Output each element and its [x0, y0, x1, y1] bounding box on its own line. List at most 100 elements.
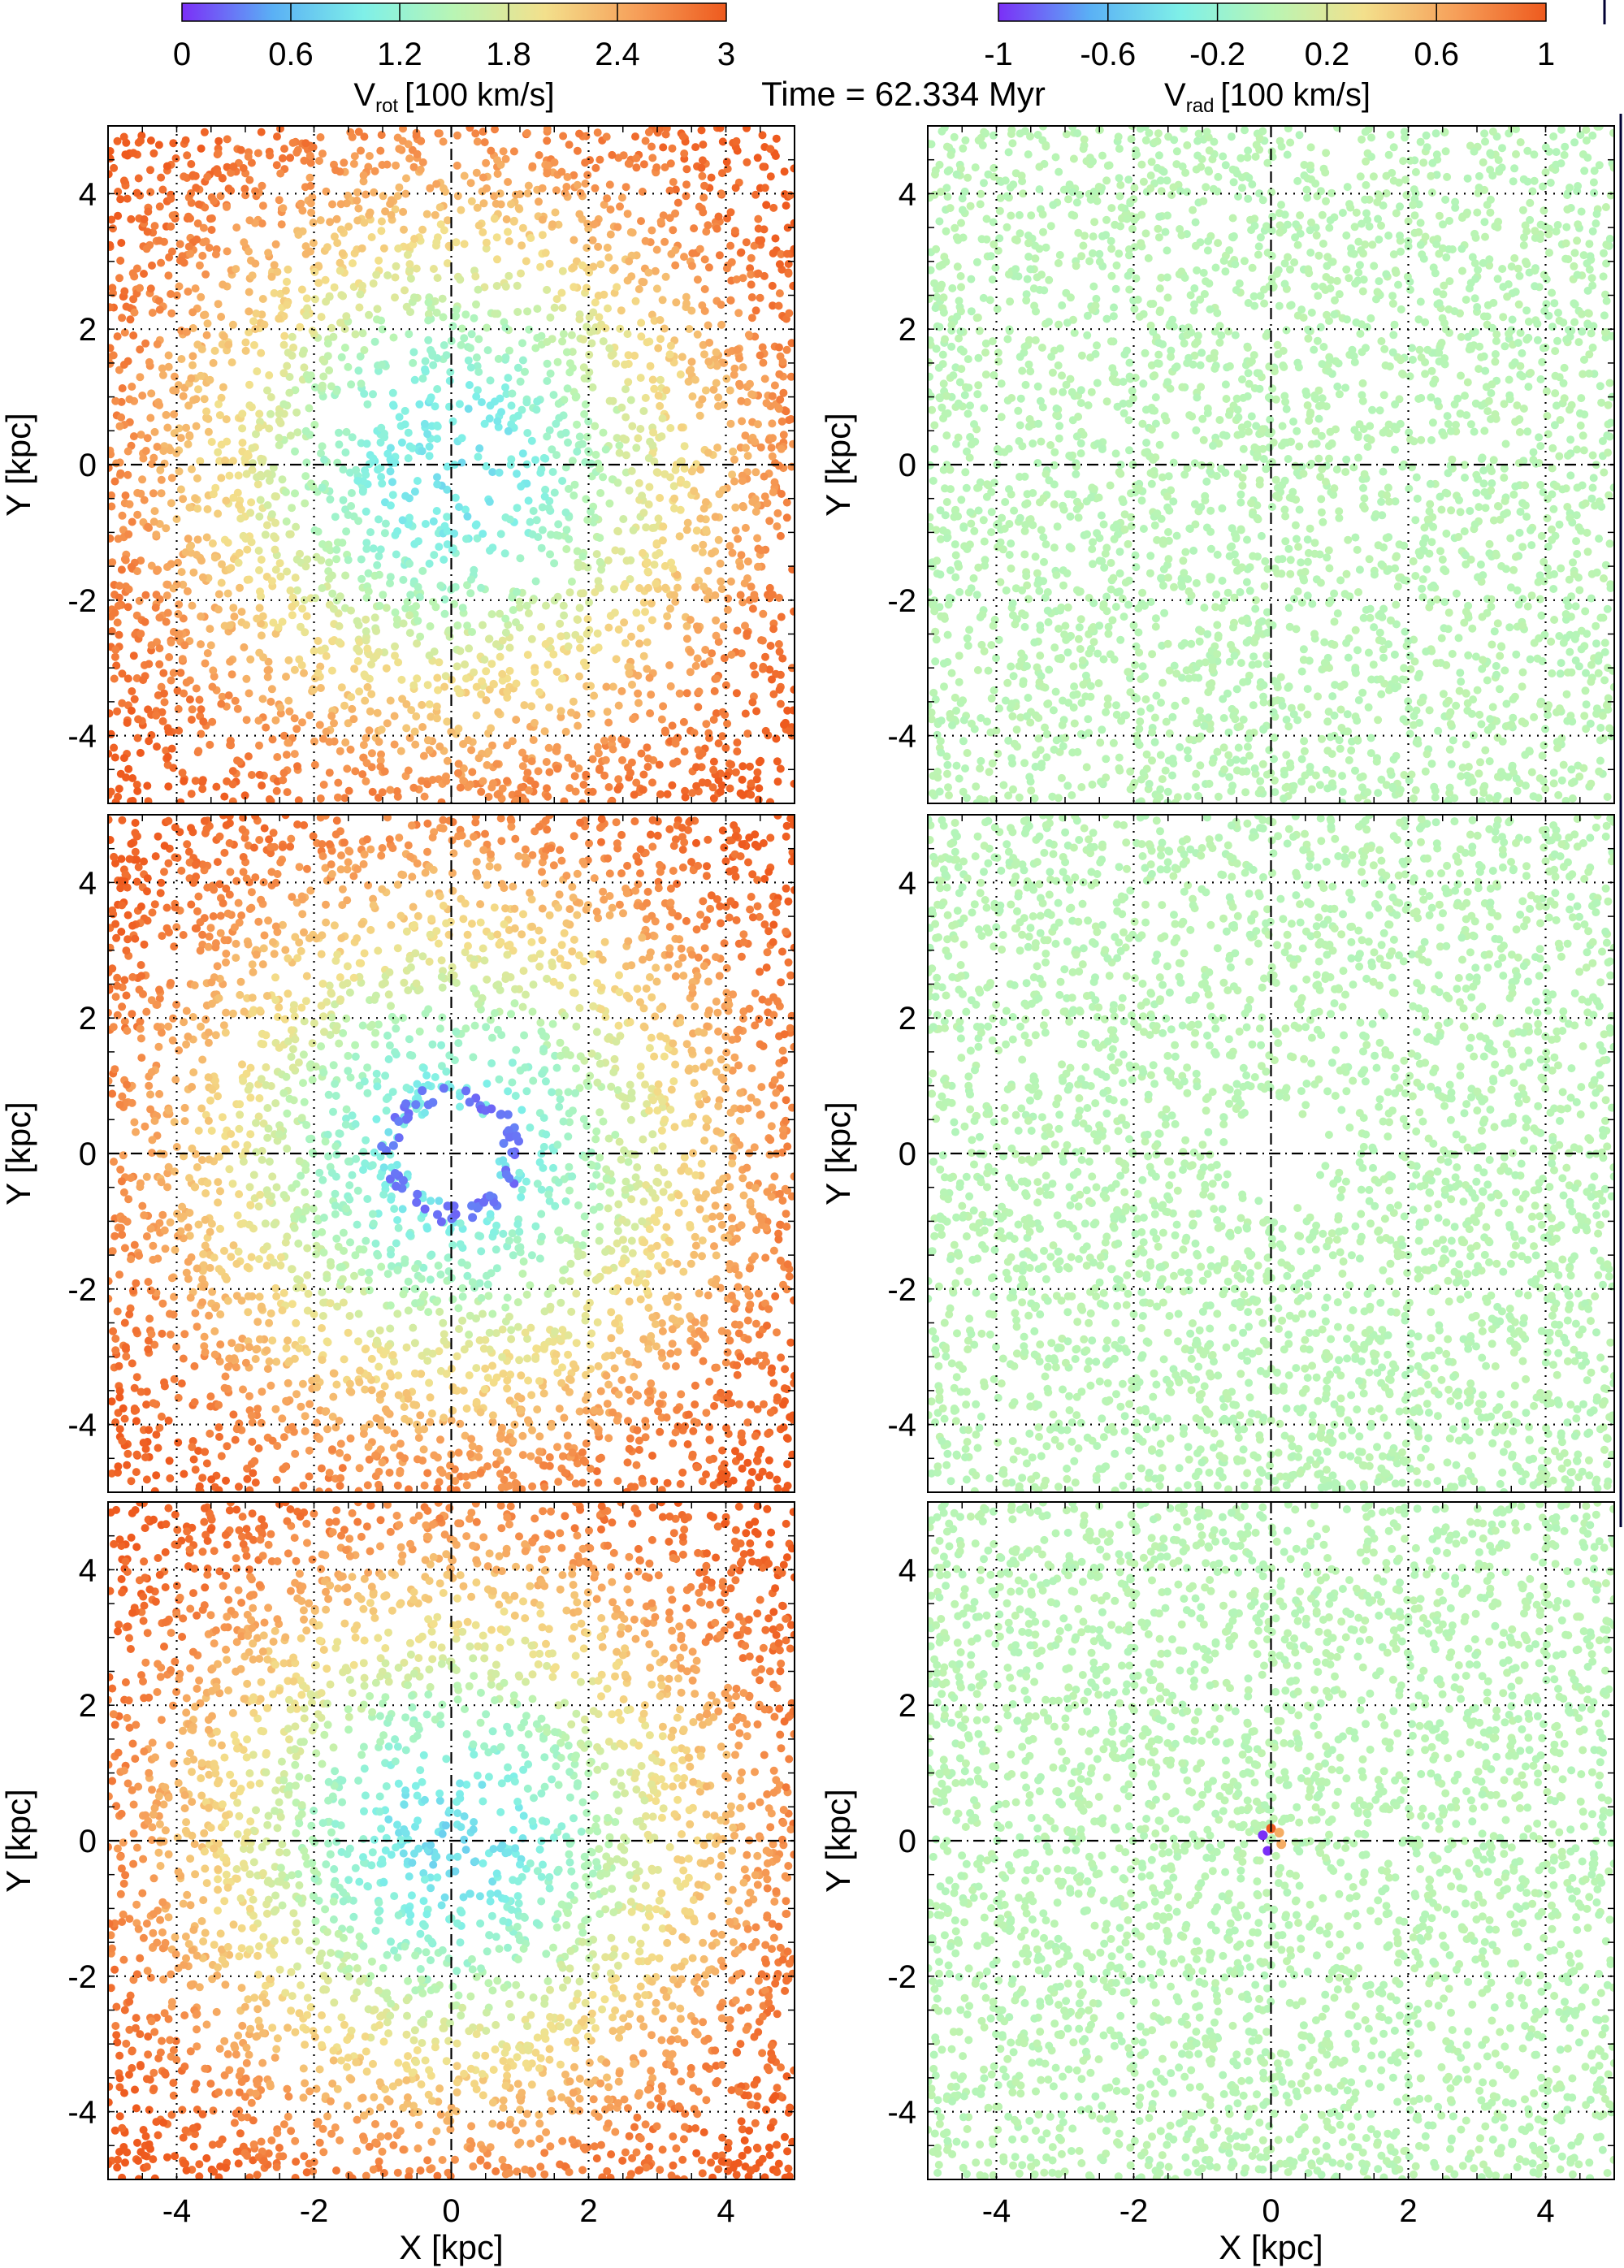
- data-point: [353, 617, 362, 625]
- data-point: [996, 538, 1005, 547]
- data-point: [392, 262, 401, 271]
- data-point: [1096, 738, 1105, 747]
- data-point: [170, 410, 179, 419]
- data-point: [286, 586, 295, 595]
- data-point: [347, 489, 356, 497]
- data-point: [1325, 223, 1334, 232]
- colorbar-tick-label: 2.4: [595, 37, 640, 72]
- data-point: [1306, 408, 1315, 417]
- data-point: [653, 128, 662, 137]
- data-point: [1266, 415, 1275, 424]
- data-point: [660, 237, 669, 246]
- data-point: [290, 665, 299, 674]
- data-point: [1119, 409, 1128, 418]
- data-point: [639, 548, 647, 557]
- data-point: [1410, 721, 1418, 729]
- data-point: [751, 468, 760, 477]
- data-point: [550, 596, 559, 605]
- data-point: [1115, 249, 1124, 258]
- data-point: [129, 331, 138, 340]
- data-point: [1015, 210, 1024, 219]
- data-point: [513, 470, 521, 478]
- data-point: [611, 546, 620, 555]
- data-point: [1486, 208, 1495, 217]
- data-point: [1093, 379, 1102, 387]
- data-point: [381, 519, 390, 528]
- data-point: [1475, 769, 1483, 778]
- data-point: [790, 607, 795, 616]
- data-point: [602, 682, 611, 691]
- data-point: [1570, 138, 1579, 147]
- data-point: [686, 366, 695, 374]
- data-point: [1572, 511, 1581, 520]
- data-point: [158, 370, 167, 379]
- data-point: [446, 368, 455, 376]
- data-point: [623, 330, 632, 339]
- data-point: [460, 240, 469, 249]
- data-point: [327, 571, 336, 580]
- data-point: [283, 361, 292, 370]
- data-point: [683, 518, 692, 527]
- data-point: [1435, 249, 1444, 258]
- data-point: [499, 147, 508, 156]
- data-point: [256, 496, 265, 504]
- data-point: [1411, 167, 1420, 176]
- data-point: [1194, 791, 1202, 800]
- data-point: [457, 340, 466, 349]
- data-point: [1010, 739, 1019, 748]
- panel-row1-left: 420-2-4Y [kpc]: [0, 125, 795, 804]
- data-point: [108, 450, 115, 459]
- data-point: [718, 708, 727, 716]
- data-point: [266, 697, 275, 706]
- data-point: [208, 717, 217, 726]
- data-point: [1083, 530, 1091, 539]
- data-point: [401, 406, 409, 415]
- data-point: [133, 510, 142, 519]
- data-point: [1006, 183, 1015, 192]
- data-point: [603, 194, 612, 203]
- data-point: [1147, 158, 1156, 167]
- data-point: [1551, 531, 1560, 540]
- data-point: [532, 516, 541, 525]
- data-point: [379, 591, 388, 599]
- data-point: [698, 395, 707, 404]
- data-point: [108, 170, 113, 179]
- data-point: [276, 703, 285, 712]
- data-point: [656, 335, 665, 344]
- data-point: [493, 255, 501, 264]
- data-point: [280, 331, 289, 340]
- data-point: [1312, 439, 1321, 448]
- data-point: [1344, 535, 1353, 544]
- data-point: [766, 642, 775, 650]
- data-point: [621, 183, 630, 192]
- data-point: [1579, 370, 1587, 379]
- data-point: [773, 777, 782, 786]
- data-point: [693, 654, 702, 663]
- data-point: [731, 768, 740, 777]
- data-point: [974, 353, 983, 362]
- data-point: [1366, 734, 1375, 742]
- data-point: [349, 715, 358, 724]
- data-point: [974, 506, 983, 515]
- data-point: [331, 513, 340, 522]
- colorbar-vrot-title: Vrot [100 km/s]: [353, 77, 554, 117]
- data-point: [589, 308, 598, 317]
- data-point: [595, 583, 604, 592]
- data-point: [354, 517, 363, 526]
- data-point: [283, 277, 291, 286]
- data-point: [155, 400, 164, 409]
- data-point: [775, 343, 783, 352]
- data-point: [536, 262, 545, 271]
- data-point: [615, 441, 624, 450]
- data-point: [178, 768, 187, 777]
- data-point: [360, 346, 369, 354]
- data-point: [782, 498, 791, 507]
- data-point: [942, 752, 951, 761]
- y-tick-label: -2: [67, 583, 97, 619]
- data-point: [1359, 425, 1368, 434]
- data-point: [134, 174, 143, 183]
- data-point: [512, 716, 521, 724]
- data-point: [116, 195, 125, 204]
- data-point: [601, 445, 610, 454]
- data-point: [738, 762, 747, 771]
